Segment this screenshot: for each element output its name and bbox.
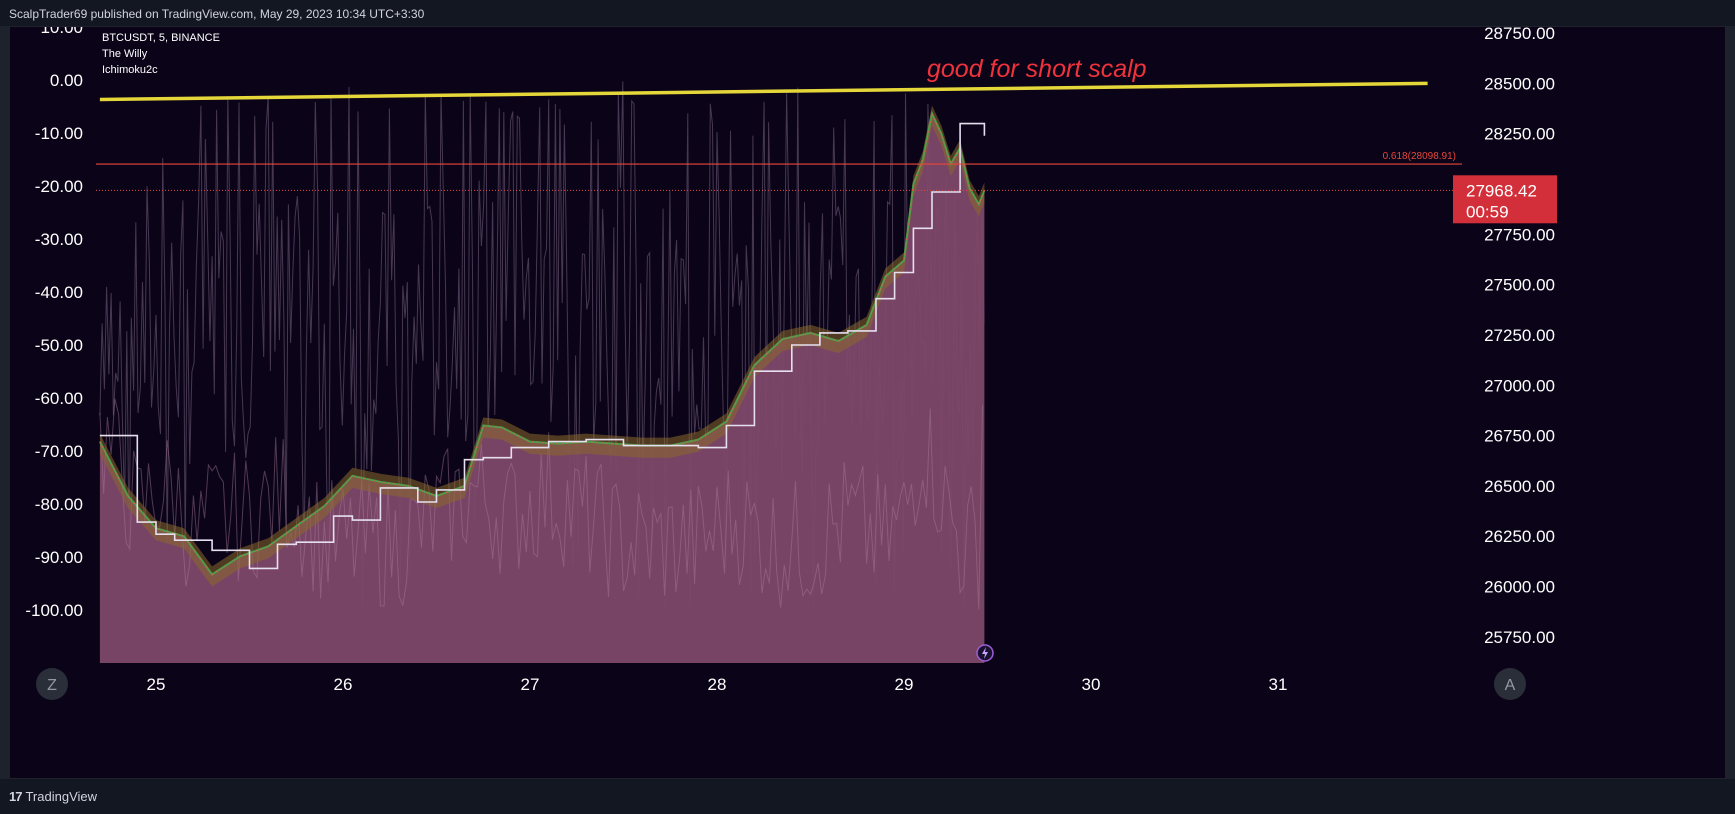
lightning-icon[interactable] <box>976 644 994 662</box>
left-axis-tick: -100.00 <box>25 601 83 620</box>
right-button-label: A <box>1505 677 1516 694</box>
left-axis-tick: -50.00 <box>35 336 83 355</box>
price-tag-timer: 00:59 <box>1466 202 1509 221</box>
auto-scale-button[interactable]: A <box>1494 668 1526 700</box>
left-axis-tick: -20.00 <box>35 177 83 196</box>
left-axis-tick: 10.00 <box>40 27 83 37</box>
chart-svg[interactable]: 0.618(28098.91) 10.00 0.00 -10.00 -20.00 -30… <box>10 18 1725 778</box>
left-axis-tick: -10.00 <box>35 124 83 143</box>
left-button-label: Z <box>47 677 57 694</box>
symbol-legend[interactable]: BTCUSDT, 5, BINANCE <box>102 32 220 44</box>
time-axis-tick: 27 <box>521 675 540 694</box>
time-axis-tick: 28 <box>708 675 727 694</box>
publish-info: ScalpTrader69 published on TradingView.c… <box>9 7 425 21</box>
left-axis-tick: -70.00 <box>35 442 83 461</box>
price-tag-value: 27968.42 <box>1466 181 1537 200</box>
horizontal-levels: 0.618(28098.91) <box>96 81 1462 191</box>
price-candle-line <box>99 111 985 576</box>
trendline <box>99 81 1428 102</box>
left-axis-tick: 0.00 <box>50 71 83 90</box>
right-axis-tick: 26500.00 <box>1484 477 1555 496</box>
ichimoku-cloud <box>99 105 985 587</box>
time-axis-tick: 31 <box>1269 675 1288 694</box>
right-axis-tick: 28250.00 <box>1484 125 1555 144</box>
time-axis-tick: 25 <box>147 675 166 694</box>
kijun-line <box>99 122 986 570</box>
right-axis-tick: 27000.00 <box>1484 376 1555 395</box>
right-axis-tick: 26250.00 <box>1484 527 1555 546</box>
right-axis-tick: 27250.00 <box>1484 326 1555 345</box>
fib-level-label: 0.618(28098.91) <box>1383 151 1456 162</box>
time-axis: 25 26 27 28 29 30 31 <box>147 675 1288 694</box>
price-tag-box <box>1453 175 1557 224</box>
time-axis-tick: 29 <box>895 675 914 694</box>
right-axis-tick: 26750.00 <box>1484 427 1555 446</box>
annotation-text[interactable]: good for short scalp <box>927 55 1147 83</box>
left-axis-tick: -90.00 <box>35 548 83 567</box>
time-axis-tick: 26 <box>334 675 353 694</box>
left-axis-tick: -40.00 <box>35 283 83 302</box>
willy-oscillator <box>99 81 985 610</box>
footer-bar: 17 TradingView <box>0 779 1735 814</box>
right-axis-tick: 28500.00 <box>1484 74 1555 93</box>
right-axis: 28750.00 28500.00 28250.00 27750.00 27500.00… <box>1484 24 1555 647</box>
chart-container[interactable]: 0.618(28098.91) 10.00 0.00 -10.00 -20.00 -30… <box>10 18 1725 778</box>
willy-line <box>99 81 985 610</box>
left-axis-tick: -30.00 <box>35 230 83 249</box>
right-axis-tick: 28750.00 <box>1484 27 1555 43</box>
time-axis-tick: 30 <box>1082 675 1101 694</box>
tradingview-mark-icon: 17 <box>9 789 23 804</box>
right-axis-tick: 26000.00 <box>1484 578 1555 597</box>
left-axis: 10.00 0.00 -10.00 -20.00 -30.00 -40.00 -50.00 -… <box>25 18 83 620</box>
right-axis-tick: 27750.00 <box>1484 225 1555 244</box>
indicator-lines <box>99 105 986 587</box>
price-tag: 27968.42 00:59 <box>1453 175 1557 224</box>
left-axis-tick: -80.00 <box>35 495 83 514</box>
price-area-fill <box>99 113 985 663</box>
indicator-legend-willy[interactable]: The Willy <box>102 48 148 60</box>
left-axis-tick: -60.00 <box>35 389 83 408</box>
indicator-legend-ichimoku[interactable]: Ichimoku2c <box>102 64 158 76</box>
right-axis-tick: 27500.00 <box>1484 276 1555 295</box>
right-axis-tick: 25750.00 <box>1484 628 1555 647</box>
footer-brand: TradingView <box>25 789 98 804</box>
zoom-reset-button-left[interactable]: Z <box>36 668 68 700</box>
tradingview-logo[interactable]: 17 TradingView <box>9 789 97 804</box>
publish-bar: ScalpTrader69 published on TradingView.c… <box>0 0 1735 26</box>
